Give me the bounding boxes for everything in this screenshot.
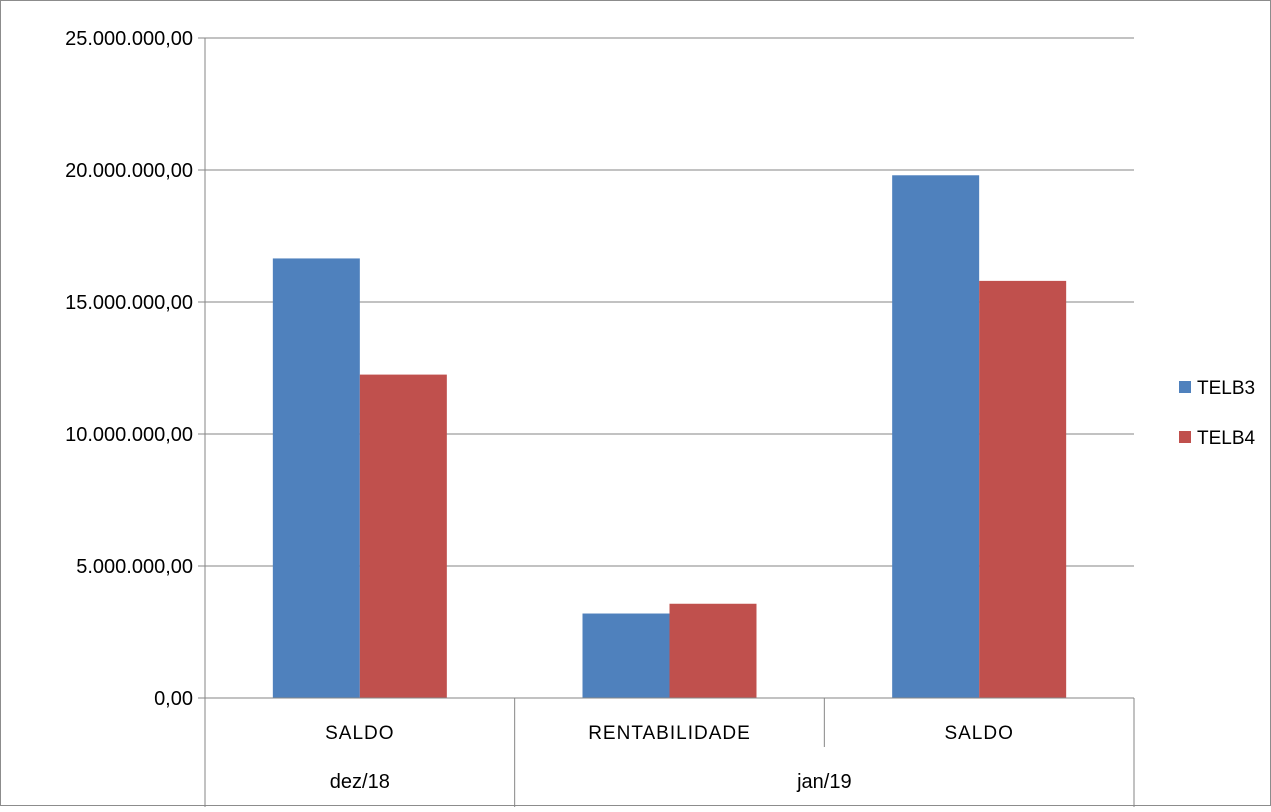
legend-label: TELB4 bbox=[1197, 428, 1256, 449]
y-tick-label: 10.000.000,00 bbox=[65, 424, 193, 446]
bar-telb4 bbox=[359, 374, 447, 698]
x-group-label: dez/18 bbox=[330, 771, 390, 793]
legend: TELB3 TELB4 bbox=[1179, 378, 1256, 449]
y-tick-label: 20.000.000,00 bbox=[65, 160, 193, 182]
x-group-label: jan/19 bbox=[796, 771, 852, 793]
x-category-label: RENTABILIDADE bbox=[588, 723, 751, 744]
bar-telb4 bbox=[669, 603, 757, 698]
bar-telb3 bbox=[892, 175, 980, 698]
y-axis-tick-labels: 0,00 5.000.000,00 10.000.000,00 15.000.000,… bbox=[65, 28, 193, 710]
y-tick-label: 25.000.000,00 bbox=[65, 28, 193, 50]
axes bbox=[198, 37, 1135, 807]
y-tick-label: 0,00 bbox=[154, 688, 193, 710]
legend-swatch-telb3 bbox=[1179, 381, 1191, 393]
y-tick-label: 15.000.000,00 bbox=[65, 292, 193, 314]
x-axis-category-labels: SALDO RENTABILIDADE SALDO dez/18 jan/19 bbox=[325, 723, 1013, 793]
x-category-label: SALDO bbox=[325, 723, 394, 744]
legend-swatch-telb4 bbox=[1179, 431, 1191, 443]
bars bbox=[272, 175, 1067, 698]
bar-telb3 bbox=[582, 613, 670, 698]
legend-label: TELB3 bbox=[1197, 378, 1255, 399]
x-category-label: SALDO bbox=[944, 723, 1013, 744]
y-tick-label: 5.000.000,00 bbox=[76, 556, 193, 578]
bar-telb4 bbox=[979, 280, 1067, 698]
bar-telb3 bbox=[272, 258, 360, 698]
